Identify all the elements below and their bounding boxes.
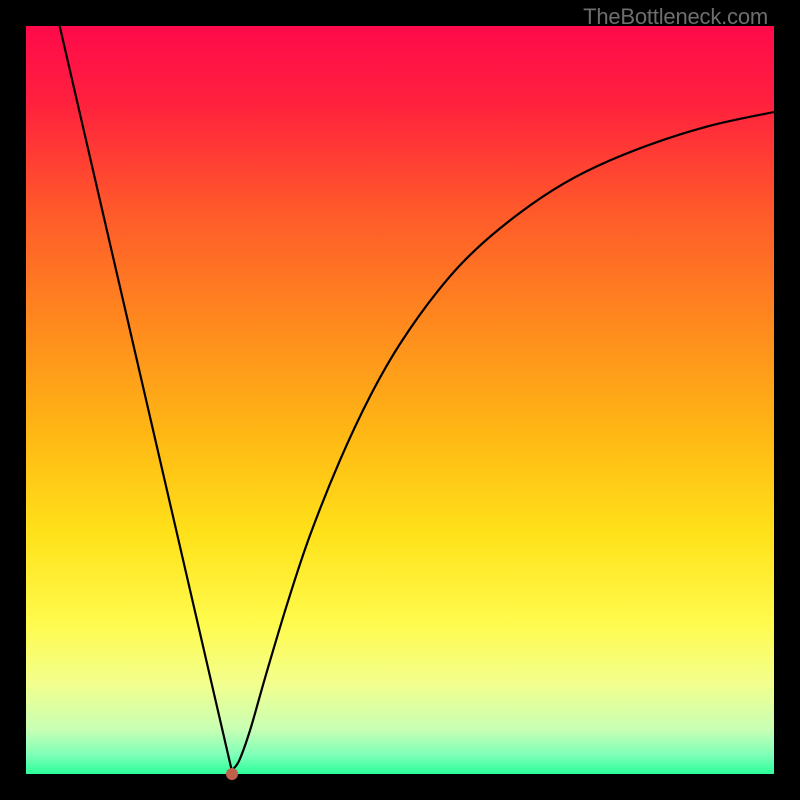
chart-container: TheBottleneck.com [0, 0, 800, 800]
minimum-marker [226, 768, 238, 780]
bottleneck-curve [26, 26, 774, 774]
plot-area [26, 26, 774, 774]
